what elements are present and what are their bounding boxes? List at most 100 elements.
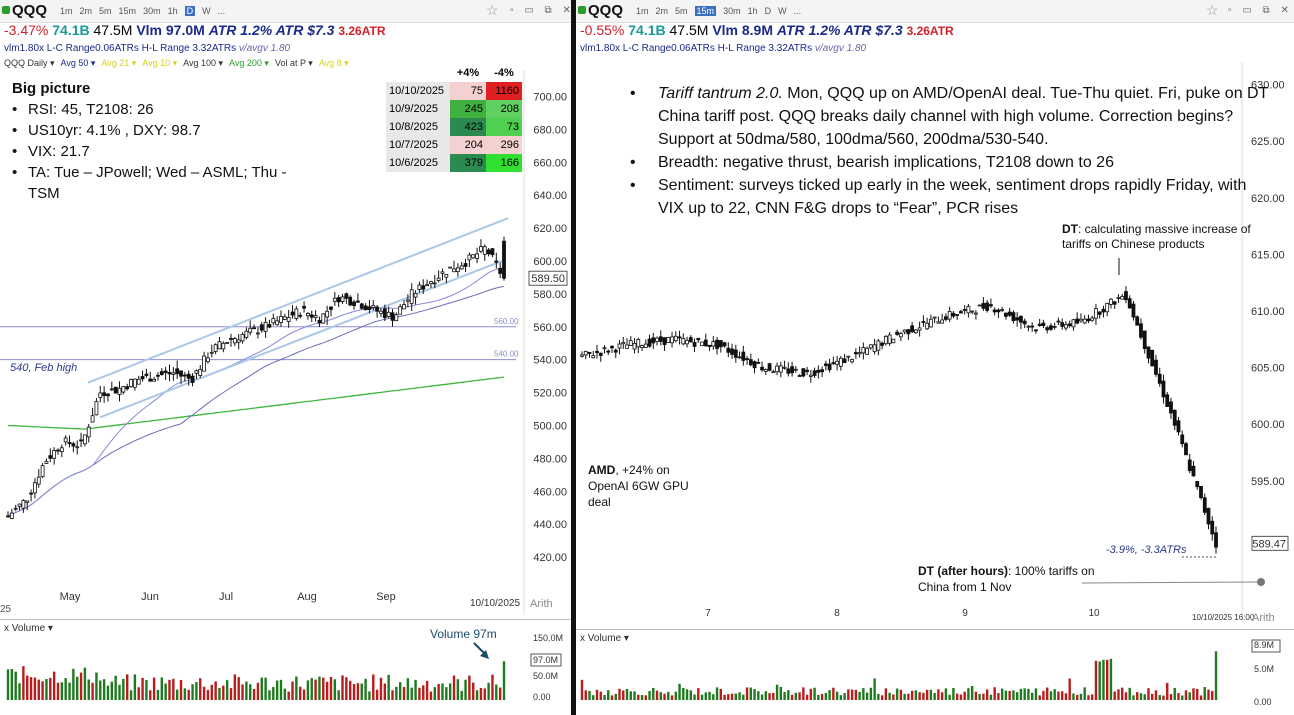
volume-bar bbox=[364, 678, 367, 700]
close-volume-icon[interactable]: x bbox=[4, 623, 9, 634]
candle-body bbox=[936, 321, 941, 324]
timeframe-W[interactable]: W bbox=[202, 6, 211, 16]
candle-body bbox=[390, 312, 395, 321]
breadth-down-count: 208 bbox=[486, 100, 522, 118]
timeframe-D[interactable]: D bbox=[764, 6, 772, 16]
volume-tick-label: 150.0M bbox=[533, 633, 563, 643]
ma-legend-item[interactable]: Vol at P ▾ bbox=[274, 58, 313, 68]
timeframe-D[interactable]: D bbox=[184, 6, 196, 16]
timeframe-30m[interactable]: 30m bbox=[143, 6, 161, 16]
ma-legend-item[interactable]: Avg 200 ▾ bbox=[229, 58, 269, 68]
window-buttons[interactable]: ▫ ▭ ⧉ ✕ bbox=[1228, 5, 1293, 16]
volume-bar bbox=[49, 677, 52, 700]
timeframe-1m[interactable]: 1m bbox=[60, 6, 73, 16]
level-label: 540.00 bbox=[494, 350, 519, 359]
volume-bar bbox=[907, 693, 910, 700]
ma-legend-item[interactable]: Avg 10 ▾ bbox=[142, 58, 178, 68]
volume-separator[interactable] bbox=[576, 629, 1294, 630]
volume-bar bbox=[985, 689, 989, 700]
timeframe-bar[interactable]: 1m 2m 5m 15m 30m 1h D W... bbox=[636, 6, 808, 16]
market-cap: 74.1B bbox=[52, 22, 90, 38]
ma-legend-item[interactable]: QQQ Daily ▾ bbox=[4, 58, 55, 68]
volume-bar bbox=[903, 693, 906, 700]
volume-bar bbox=[895, 688, 899, 700]
candle-body bbox=[872, 344, 877, 353]
volume-bar bbox=[456, 679, 460, 700]
volume-bar bbox=[1113, 691, 1116, 700]
timeframe-5m[interactable]: 5m bbox=[675, 6, 688, 16]
y-tick-label: 660.00 bbox=[533, 157, 567, 169]
timeframe-W[interactable]: W bbox=[778, 6, 787, 16]
volume-bar bbox=[425, 680, 429, 700]
candle-body bbox=[932, 316, 937, 319]
y-tick-label: 460.00 bbox=[533, 486, 567, 498]
candle-body bbox=[302, 305, 306, 309]
y-tick-label: 580.00 bbox=[533, 289, 567, 301]
scale-toggle[interactable]: Arith bbox=[1252, 612, 1275, 624]
volume-tick-label: 0.00 bbox=[1254, 697, 1272, 707]
volume-bar bbox=[14, 671, 17, 700]
volume-bar bbox=[22, 666, 25, 700]
candle-body bbox=[673, 335, 678, 342]
candle-body bbox=[1120, 296, 1125, 300]
volume-bar bbox=[118, 684, 121, 700]
timeframe-15m[interactable]: 15m bbox=[118, 6, 137, 16]
volume-dropdown-icon[interactable]: ▾ bbox=[47, 623, 53, 634]
ma-legend-item[interactable]: Avg 21 ▾ bbox=[101, 58, 137, 68]
moving-average-legend[interactable]: QQQ Daily ▾ Avg 50 ▾ Avg 21 ▾ Avg 10 ▾ Avg 1… bbox=[4, 58, 355, 69]
candle-body bbox=[887, 334, 892, 344]
volume-bar bbox=[64, 678, 67, 700]
volume-separator[interactable] bbox=[0, 619, 571, 620]
volume-bar bbox=[625, 688, 629, 700]
favorite-star-icon[interactable]: ☆ bbox=[1206, 2, 1219, 18]
timeframe-more[interactable]: ... bbox=[217, 6, 226, 16]
pane-divider[interactable] bbox=[571, 0, 576, 715]
avg-volume: 47.5M bbox=[93, 22, 133, 38]
candle-body bbox=[1067, 323, 1072, 327]
y-tick-label: 500.00 bbox=[533, 420, 567, 432]
volume-bar bbox=[206, 689, 210, 700]
volume-dropdown-icon[interactable]: ▾ bbox=[623, 633, 629, 644]
timeframe-30m[interactable]: 30m bbox=[723, 6, 741, 16]
volume-bar bbox=[398, 682, 402, 700]
big-picture-item: US10yr: 4.1% , DXY: 98.7 bbox=[12, 120, 286, 141]
volume-bar bbox=[41, 681, 44, 700]
candle-body bbox=[655, 337, 659, 342]
candle-body bbox=[75, 446, 80, 449]
big-picture-box: Big picture RSI: 45, T2108: 26US10yr: 4.… bbox=[12, 78, 286, 204]
candle-body bbox=[748, 359, 753, 366]
candle-body bbox=[1180, 434, 1185, 445]
volume-bar bbox=[1094, 660, 1098, 700]
timeframe-1m[interactable]: 1m bbox=[636, 6, 649, 16]
ma-legend-item[interactable]: Avg 100 ▾ bbox=[183, 58, 224, 68]
timeframe-1h[interactable]: 1h bbox=[747, 6, 758, 16]
volume-bar bbox=[1087, 695, 1090, 700]
avgv-stat: v/avgv 1.80 bbox=[814, 43, 867, 54]
close-volume-icon[interactable]: x bbox=[580, 633, 585, 644]
volume-bar bbox=[268, 690, 271, 700]
volume-bar bbox=[854, 689, 858, 700]
ma-legend-item[interactable]: Avg 8 ▾ bbox=[318, 58, 349, 68]
timeframe-more[interactable]: ... bbox=[793, 6, 802, 16]
favorite-star-icon[interactable]: ☆ bbox=[486, 2, 499, 18]
ma-legend-item[interactable]: Avg 50 ▾ bbox=[60, 58, 96, 68]
timeframe-2m[interactable]: 2m bbox=[655, 6, 669, 16]
timeframe-15m[interactable]: 15m bbox=[694, 6, 717, 16]
volume-bar bbox=[1034, 688, 1038, 700]
timeframe-5m[interactable]: 5m bbox=[99, 6, 112, 16]
symbol-label[interactable]: QQQ bbox=[12, 2, 48, 19]
volume-bar bbox=[1196, 688, 1199, 700]
volume-bar bbox=[603, 694, 606, 700]
symbol-label[interactable]: QQQ bbox=[588, 2, 624, 19]
volume-bar bbox=[245, 681, 248, 700]
timeframe-bar[interactable]: 1m 2m 5m 15m 30m 1h D W... bbox=[60, 6, 232, 16]
timeframe-2m[interactable]: 2m bbox=[79, 6, 93, 16]
candle-body bbox=[144, 373, 149, 376]
candle-body bbox=[282, 316, 287, 320]
candle-body bbox=[402, 304, 406, 310]
volume-bar bbox=[1075, 694, 1079, 700]
volume-bar bbox=[133, 674, 137, 700]
window-buttons[interactable]: ▫ ▭ ⧉ ✕ bbox=[510, 5, 571, 16]
scale-toggle[interactable]: Arith bbox=[530, 598, 553, 610]
timeframe-1h[interactable]: 1h bbox=[167, 6, 178, 16]
